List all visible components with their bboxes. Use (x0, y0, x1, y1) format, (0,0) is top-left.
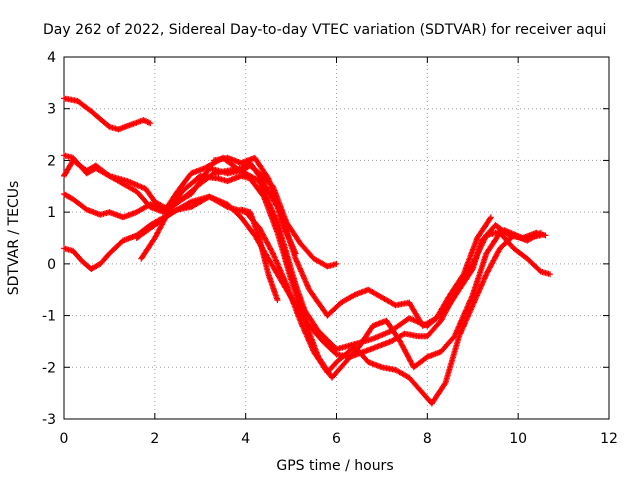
y-tick-label: -2 (42, 360, 56, 376)
series-track-1 (61, 95, 154, 133)
series-markers (133, 193, 544, 360)
series-track-6 (138, 172, 553, 381)
series-track-9 (238, 206, 281, 304)
y-tick-label: 4 (47, 50, 56, 66)
chart-title: Day 262 of 2022, Sidereal Day-to-day VTE… (43, 22, 606, 38)
y-ticks: -3 -2 -1 0 1 2 3 4 (42, 50, 609, 428)
series-markers (61, 95, 154, 133)
series-markers (210, 154, 494, 329)
y-tick-label: 1 (47, 205, 56, 221)
y-tick-label: 3 (47, 102, 56, 118)
y-tick-label: -1 (42, 309, 56, 325)
series-track-7 (133, 193, 544, 360)
x-tick-label: 0 (60, 431, 69, 447)
y-tick-label: 2 (47, 153, 56, 169)
y-tick-label: -3 (42, 412, 56, 428)
x-tick-label: 6 (332, 431, 341, 447)
x-tick-label: 10 (509, 431, 527, 447)
y-axis-label: SDTVAR / TECUs (6, 181, 22, 296)
y-tick-label: 0 (47, 257, 56, 273)
series-layer (61, 95, 553, 407)
x-tick-label: 12 (600, 431, 618, 447)
series-markers (238, 206, 281, 304)
x-ticks: 0 2 4 6 8 10 12 (60, 57, 618, 447)
series-track-8 (210, 154, 494, 329)
x-tick-label: 4 (241, 431, 250, 447)
x-tick-label: 8 (423, 431, 432, 447)
x-axis-label: GPS time / hours (276, 458, 393, 474)
x-tick-label: 2 (150, 431, 159, 447)
series-markers (138, 172, 553, 381)
